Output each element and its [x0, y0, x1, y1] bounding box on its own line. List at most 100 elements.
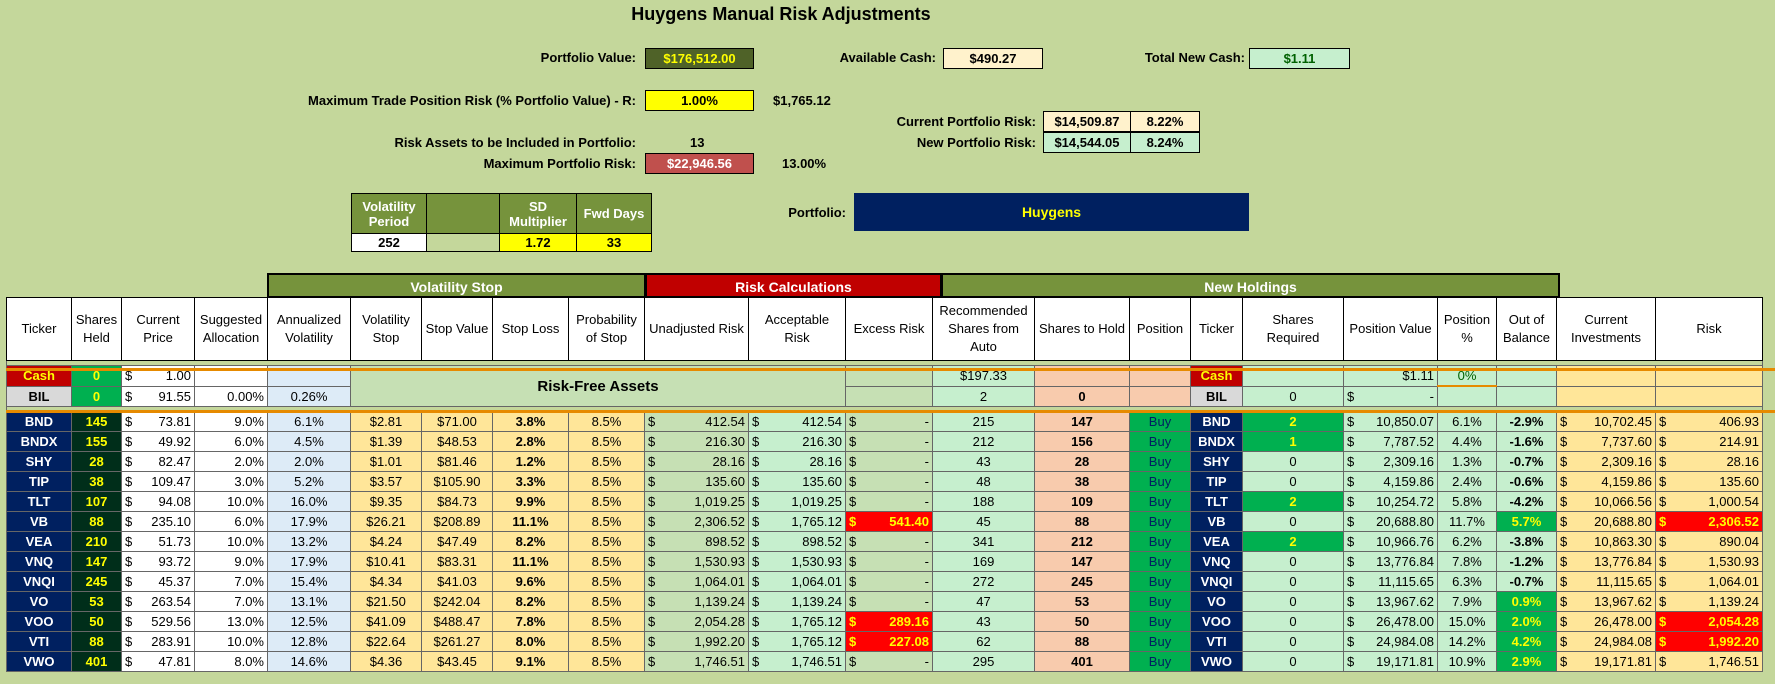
suggested-allocation[interactable]: 7.0% — [194, 571, 268, 592]
portfolio-value-cell[interactable]: $176,512.00 — [645, 48, 754, 69]
position-button[interactable]: Buy — [1129, 571, 1191, 592]
position-button[interactable]: Buy — [1129, 511, 1191, 532]
table-row: TIP 38 $109.47 3.0% 5.2% $3.57 $105.90 3.3% 8.5%… — [6, 471, 1763, 492]
column-header-shares-to-hold: Shares to Hold — [1034, 297, 1130, 361]
column-header-volatility-stop: Volatility Stop — [350, 297, 422, 361]
shares-held[interactable]: 107 — [71, 491, 122, 512]
sd-multiplier-value[interactable]: 1.72 — [499, 233, 577, 252]
shares-held[interactable]: 88 — [71, 511, 122, 532]
risk-value: 2,054.28 — [1708, 614, 1759, 629]
shares-held[interactable]: 145 — [71, 411, 122, 432]
acceptable-risk: $1,765.12 — [748, 631, 846, 652]
shares-to-hold[interactable]: 28 — [1034, 451, 1130, 472]
shares-to-hold[interactable]: 50 — [1034, 611, 1130, 632]
suggested-allocation[interactable]: 10.0% — [194, 631, 268, 652]
suggested-allocation[interactable]: 8.0% — [194, 651, 268, 672]
position-button[interactable]: Buy — [1129, 431, 1191, 452]
suggested-allocation[interactable]: 3.0% — [194, 471, 268, 492]
stop-value: $48.53 — [421, 431, 493, 452]
annualized-volatility: 5.2% — [267, 471, 351, 492]
suggested-allocation[interactable]: 9.0% — [194, 551, 268, 572]
max-trade-risk-pct-cell[interactable]: 1.00% — [645, 90, 754, 111]
shares-held[interactable]: 401 — [71, 651, 122, 672]
shares-held[interactable]: 147 — [71, 551, 122, 572]
volatility-stop: $4.24 — [350, 531, 422, 552]
shares-to-hold[interactable]: 147 — [1034, 551, 1130, 572]
unadjusted-risk: $2,306.52 — [644, 511, 749, 532]
available-cash-cell[interactable]: $490.27 — [943, 48, 1043, 69]
excess-risk-value: - — [924, 554, 929, 569]
annualized-volatility: 4.5% — [267, 431, 351, 452]
shares-held[interactable]: 210 — [71, 531, 122, 552]
suggested-allocation[interactable]: 7.0% — [194, 591, 268, 612]
total-new-cash-cell[interactable]: $1.11 — [1249, 48, 1350, 69]
ticker-2: BND — [1190, 411, 1243, 432]
current-investments: $10,702.45 — [1556, 411, 1656, 432]
shares-to-hold[interactable]: 245 — [1034, 571, 1130, 592]
shares-held[interactable]: 50 — [71, 611, 122, 632]
current-investments-value: 13,776.84 — [1594, 554, 1652, 569]
out-of-balance: 5.7% — [1496, 511, 1557, 532]
unadjusted-risk-value: 1,530.93 — [694, 554, 745, 569]
unadjusted-risk-value: 1,139.24 — [694, 594, 745, 609]
shares-held[interactable]: 155 — [71, 431, 122, 452]
position-button[interactable]: Buy — [1129, 551, 1191, 572]
shares-held[interactable]: 88 — [71, 631, 122, 652]
position-button[interactable]: Buy — [1129, 451, 1191, 472]
suggested-allocation[interactable]: 9.0% — [194, 411, 268, 432]
position-pct: 5.8% — [1437, 491, 1497, 512]
stop-loss: 8.2% — [492, 531, 569, 552]
position-button[interactable]: Buy — [1129, 411, 1191, 432]
position-button[interactable]: Buy — [1129, 591, 1191, 612]
column-header-shares-required: Shares Required — [1242, 297, 1344, 361]
position-button[interactable]: Buy — [1129, 651, 1191, 672]
table-row: BND 145 $73.81 9.0% 6.1% $2.81 $71.00 3.8% 8.5% $… — [6, 411, 1763, 432]
vol-period-value[interactable]: 252 — [351, 233, 427, 252]
shares-to-hold[interactable]: 156 — [1034, 431, 1130, 452]
shares-held[interactable]: 245 — [71, 571, 122, 592]
shares-to-hold[interactable]: 401 — [1034, 651, 1130, 672]
shares-to-hold[interactable]: 53 — [1034, 591, 1130, 612]
stop-value: $81.46 — [421, 451, 493, 472]
suggested-allocation[interactable]: 10.0% — [194, 531, 268, 552]
volatility-stop: $41.09 — [350, 611, 422, 632]
risk-value: 2,306.52 — [1708, 514, 1759, 529]
new-risk-label: New Portfolio Risk: — [916, 135, 1036, 150]
shares-required: 0 — [1242, 511, 1344, 532]
bil-position-value: - — [1429, 388, 1434, 404]
shares-held[interactable]: 28 — [71, 451, 122, 472]
out-of-balance: -4.2% — [1496, 491, 1557, 512]
shares-held[interactable]: 53 — [71, 591, 122, 612]
shares-to-hold[interactable]: 38 — [1034, 471, 1130, 492]
shares-to-hold[interactable]: 88 — [1034, 511, 1130, 532]
bil-ticker-2: BIL — [1190, 385, 1243, 407]
fwd-days-value[interactable]: 33 — [576, 233, 652, 252]
available-cash-label: Available Cash: — [839, 50, 936, 65]
acceptable-risk: $898.52 — [748, 531, 846, 552]
suggested-allocation[interactable]: 6.0% — [194, 511, 268, 532]
current-risk-pct: 8.22% — [1130, 111, 1200, 132]
shares-to-hold[interactable]: 88 — [1034, 631, 1130, 652]
position-button[interactable]: Buy — [1129, 531, 1191, 552]
shares-held[interactable]: 38 — [71, 471, 122, 492]
shares-to-hold[interactable]: 212 — [1034, 531, 1130, 552]
portfolio-name-box[interactable]: Huygens — [854, 193, 1249, 231]
bil-alloc[interactable]: 0.00% — [194, 385, 268, 407]
suggested-allocation[interactable]: 13.0% — [194, 611, 268, 632]
column-header-position-value: Position Value — [1343, 297, 1438, 361]
suggested-allocation[interactable]: 6.0% — [194, 431, 268, 452]
bil-hold[interactable]: 0 — [1034, 385, 1130, 407]
bil-shares[interactable]: 0 — [71, 385, 122, 407]
out-of-balance: 2.0% — [1496, 611, 1557, 632]
position-button[interactable]: Buy — [1129, 491, 1191, 512]
position-button[interactable]: Buy — [1129, 471, 1191, 492]
shares-to-hold[interactable]: 147 — [1034, 411, 1130, 432]
position-button[interactable]: Buy — [1129, 631, 1191, 652]
suggested-allocation[interactable]: 2.0% — [194, 451, 268, 472]
ticker-2: TIP — [1190, 471, 1243, 492]
excess-risk: $ - — [845, 551, 933, 572]
suggested-allocation[interactable]: 10.0% — [194, 491, 268, 512]
current-investments: $4,159.86 — [1556, 471, 1656, 492]
position-button[interactable]: Buy — [1129, 611, 1191, 632]
shares-to-hold[interactable]: 109 — [1034, 491, 1130, 512]
